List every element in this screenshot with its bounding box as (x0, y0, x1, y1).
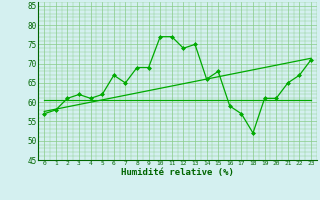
X-axis label: Humidité relative (%): Humidité relative (%) (121, 168, 234, 177)
